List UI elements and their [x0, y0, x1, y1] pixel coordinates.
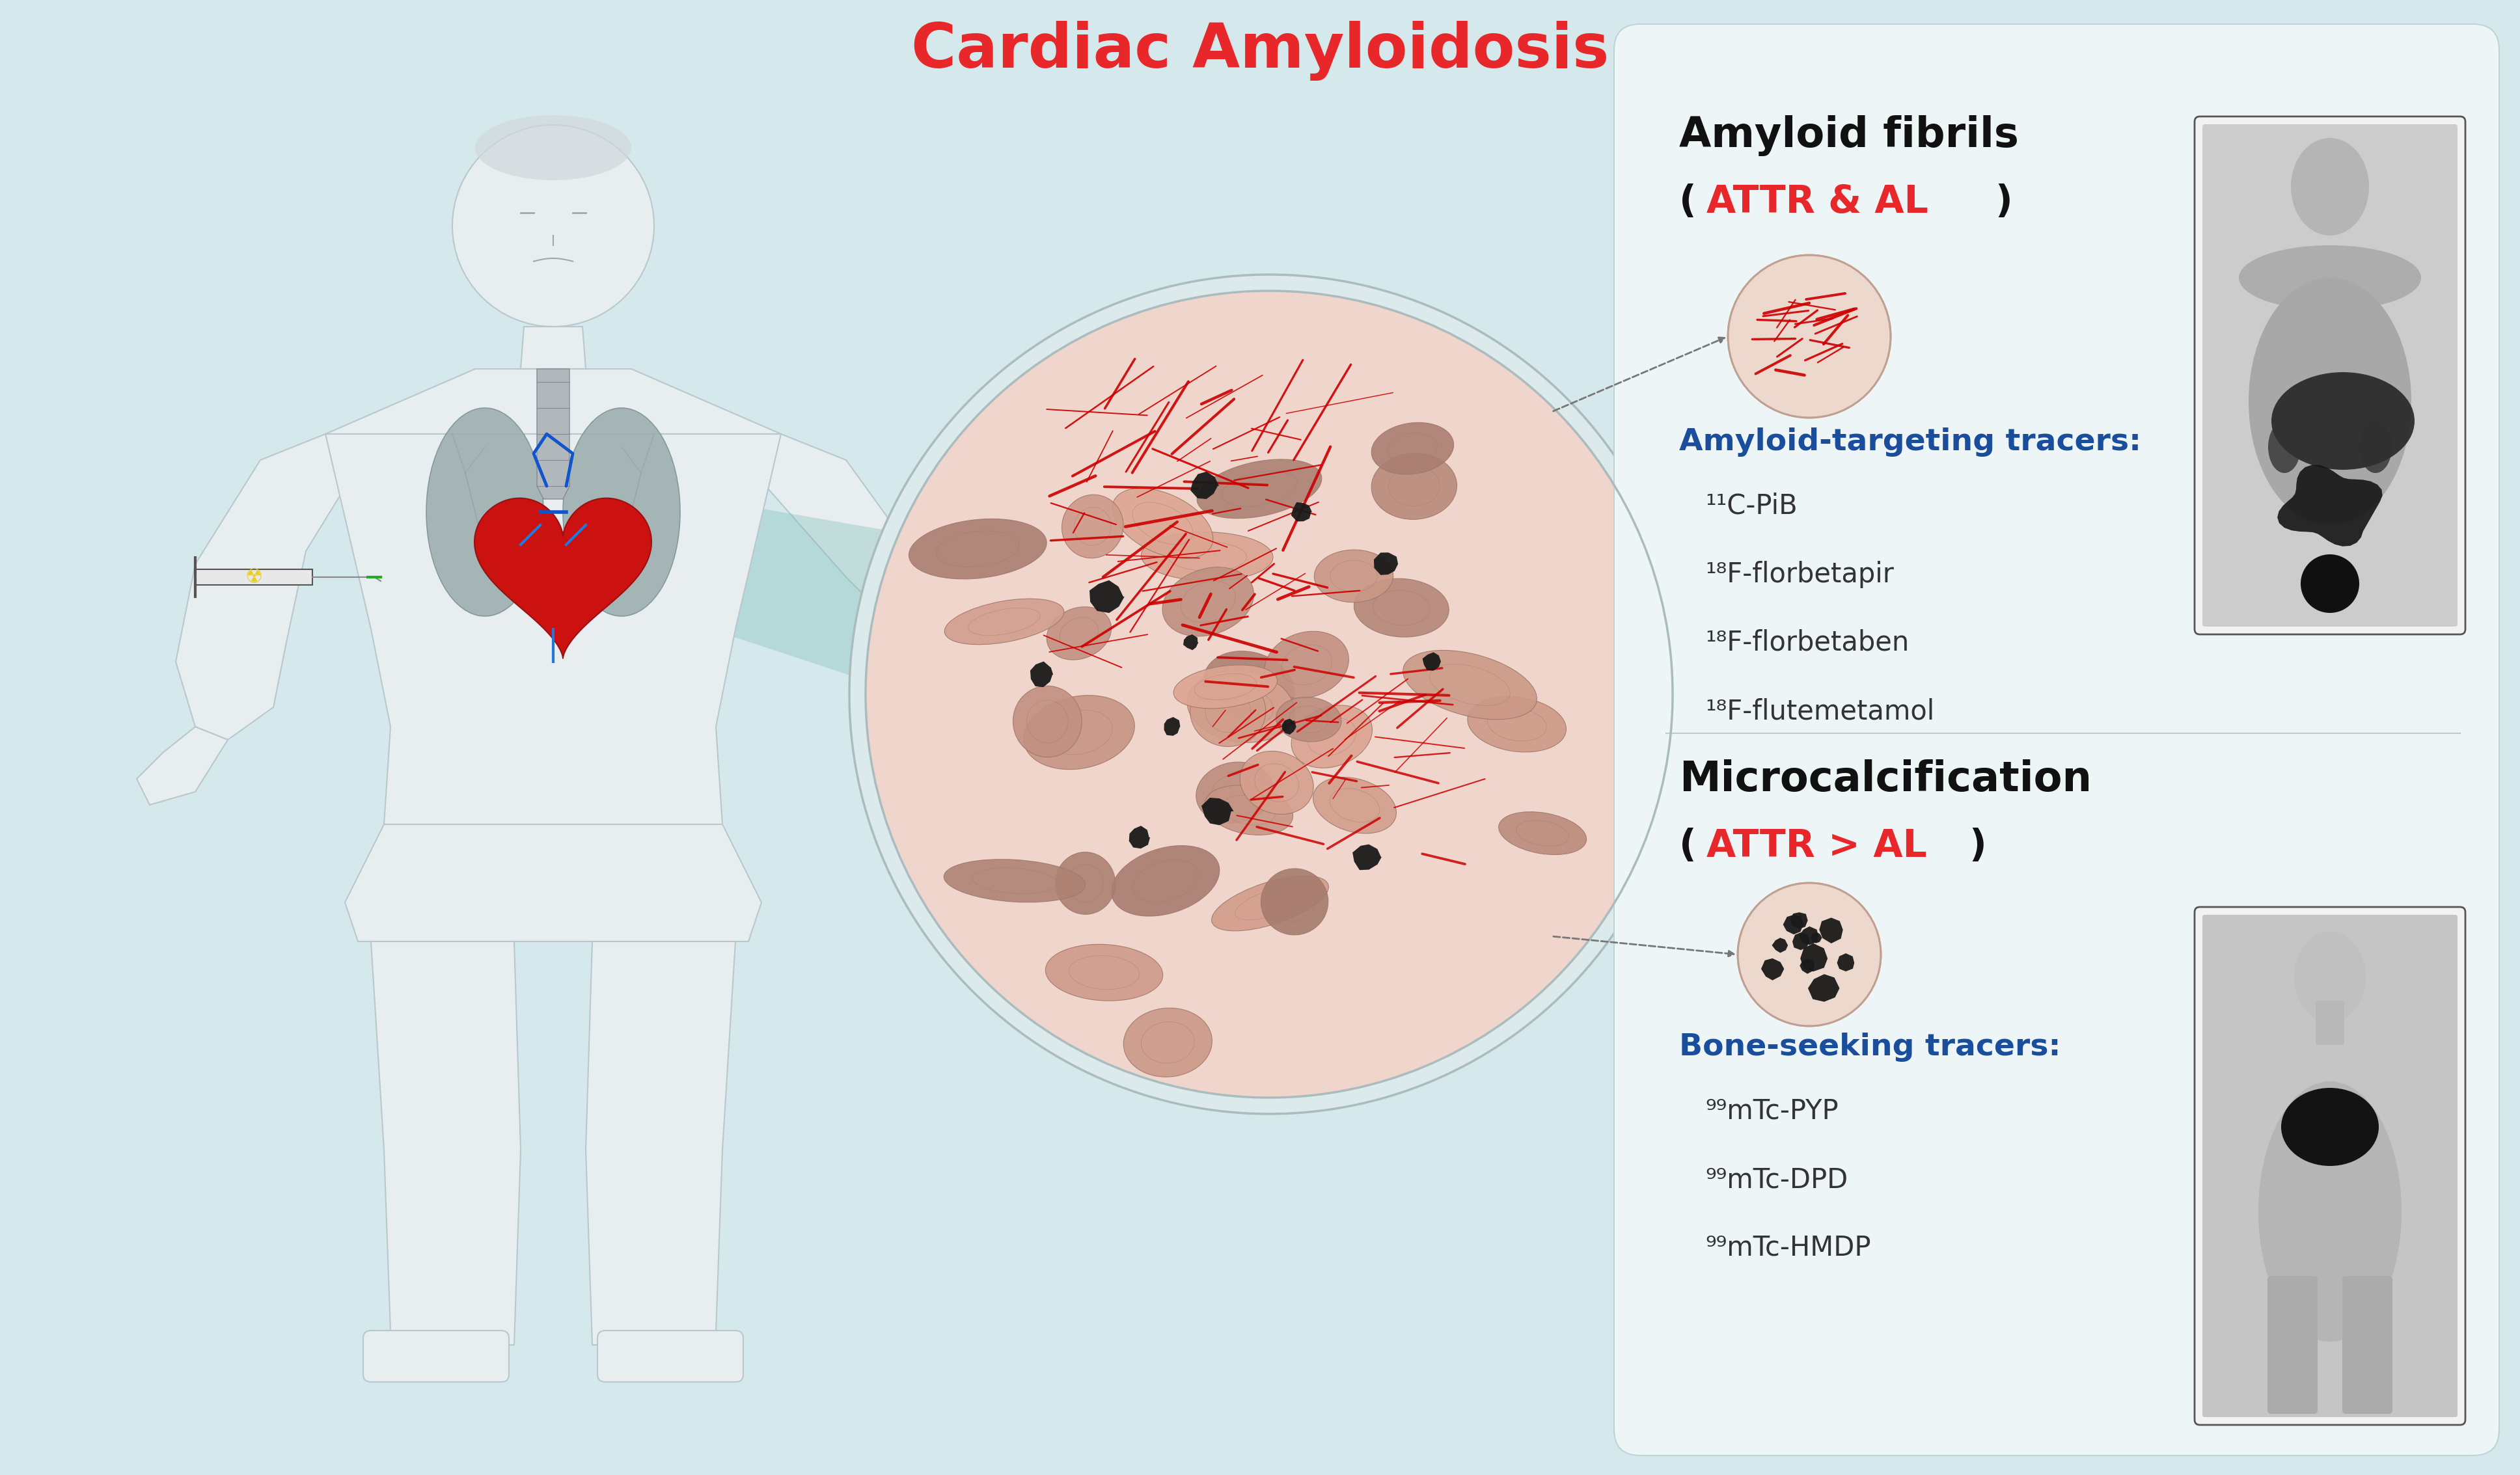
Ellipse shape: [562, 409, 680, 617]
Text: ¹⁸F-florbetaben: ¹⁸F-florbetaben: [1706, 630, 1910, 656]
Ellipse shape: [1197, 459, 1323, 518]
Ellipse shape: [849, 560, 1709, 861]
Text: ☢: ☢: [244, 568, 262, 587]
FancyBboxPatch shape: [1613, 24, 2500, 1456]
FancyBboxPatch shape: [2202, 124, 2457, 627]
Text: Amyloid fibrils: Amyloid fibrils: [1678, 115, 2019, 156]
Text: ¹¹C-PiB: ¹¹C-PiB: [1706, 493, 1797, 519]
Ellipse shape: [1142, 532, 1273, 581]
Polygon shape: [1819, 917, 1842, 944]
Ellipse shape: [1371, 422, 1454, 475]
Ellipse shape: [945, 860, 1086, 903]
Ellipse shape: [2359, 420, 2391, 473]
Text: (: (: [1678, 827, 1696, 864]
Ellipse shape: [1240, 751, 1313, 814]
FancyBboxPatch shape: [597, 1330, 743, 1382]
Ellipse shape: [1313, 777, 1396, 833]
Ellipse shape: [1111, 845, 1220, 916]
Ellipse shape: [2281, 1089, 2379, 1165]
Ellipse shape: [1205, 650, 1295, 721]
Ellipse shape: [1371, 453, 1457, 519]
Polygon shape: [1799, 959, 1814, 974]
Ellipse shape: [1046, 606, 1111, 659]
Text: ⁹⁹mTc-HMDP: ⁹⁹mTc-HMDP: [1706, 1235, 1870, 1261]
Circle shape: [1729, 255, 1890, 417]
Polygon shape: [1189, 472, 1220, 499]
Text: ⁹⁹mTc-PYP: ⁹⁹mTc-PYP: [1706, 1097, 1840, 1125]
Ellipse shape: [1353, 578, 1449, 637]
Polygon shape: [1202, 798, 1235, 825]
Ellipse shape: [1315, 550, 1394, 602]
Polygon shape: [1031, 661, 1053, 687]
Ellipse shape: [2248, 277, 2412, 525]
Ellipse shape: [1046, 944, 1162, 1002]
Ellipse shape: [1111, 488, 1212, 559]
Polygon shape: [345, 825, 761, 941]
Polygon shape: [136, 727, 227, 805]
Ellipse shape: [910, 519, 1046, 580]
Ellipse shape: [1162, 568, 1255, 636]
Polygon shape: [585, 941, 736, 1345]
FancyBboxPatch shape: [2341, 1276, 2391, 1415]
Polygon shape: [1290, 502, 1313, 522]
Polygon shape: [1184, 634, 1200, 650]
Text: ⁹⁹mTc-DPD: ⁹⁹mTc-DPD: [1706, 1165, 1847, 1193]
FancyBboxPatch shape: [2202, 914, 2457, 1417]
Ellipse shape: [2271, 372, 2414, 469]
Ellipse shape: [1013, 686, 1081, 757]
Ellipse shape: [945, 599, 1063, 645]
Ellipse shape: [2238, 245, 2422, 310]
Ellipse shape: [1260, 869, 1328, 935]
Polygon shape: [1837, 953, 1855, 972]
Ellipse shape: [1124, 1007, 1212, 1077]
FancyBboxPatch shape: [2316, 1000, 2344, 1044]
Ellipse shape: [2258, 1081, 2402, 1342]
Text: ): ): [1996, 183, 2011, 221]
Polygon shape: [1784, 914, 1804, 935]
Polygon shape: [1789, 913, 1807, 929]
Ellipse shape: [2293, 932, 2366, 1022]
Text: Cardiac Amyloidosis: Cardiac Amyloidosis: [912, 21, 1608, 81]
Ellipse shape: [1265, 631, 1348, 698]
Ellipse shape: [1023, 695, 1134, 770]
Polygon shape: [325, 434, 781, 825]
Ellipse shape: [1290, 705, 1373, 768]
Text: Amyloid-targeting tracers:: Amyloid-targeting tracers:: [1678, 428, 2142, 457]
Ellipse shape: [1499, 811, 1588, 854]
Polygon shape: [474, 499, 653, 658]
Text: ¹⁸F-florbetapir: ¹⁸F-florbetapir: [1706, 560, 1895, 589]
Polygon shape: [522, 326, 585, 369]
Ellipse shape: [1174, 665, 1278, 708]
Polygon shape: [1807, 974, 1840, 1002]
FancyBboxPatch shape: [363, 1330, 509, 1382]
Polygon shape: [537, 369, 570, 499]
Polygon shape: [748, 434, 1021, 727]
Ellipse shape: [1467, 696, 1567, 752]
Polygon shape: [325, 369, 781, 434]
Polygon shape: [194, 569, 312, 586]
Text: Microcalcification: Microcalcification: [1678, 760, 2092, 799]
Polygon shape: [1799, 926, 1819, 945]
Polygon shape: [1761, 959, 1784, 981]
Ellipse shape: [1404, 650, 1537, 720]
Polygon shape: [1812, 932, 1822, 943]
Ellipse shape: [1212, 876, 1328, 931]
Polygon shape: [975, 714, 1041, 805]
Polygon shape: [1353, 844, 1381, 870]
Polygon shape: [1421, 652, 1441, 671]
Text: ATTR & AL: ATTR & AL: [1706, 183, 1928, 221]
Polygon shape: [1373, 553, 1399, 575]
Circle shape: [2301, 555, 2359, 614]
Polygon shape: [1283, 718, 1295, 735]
Polygon shape: [1164, 717, 1179, 736]
Text: (: (: [1678, 183, 1696, 221]
Polygon shape: [1792, 932, 1809, 950]
Ellipse shape: [1061, 494, 1124, 558]
Polygon shape: [1772, 938, 1787, 953]
FancyBboxPatch shape: [2268, 1276, 2318, 1415]
Ellipse shape: [476, 115, 633, 180]
Polygon shape: [176, 434, 358, 740]
Polygon shape: [1089, 580, 1124, 614]
Text: Bone-seeking tracers:: Bone-seeking tracers:: [1678, 1032, 2061, 1062]
